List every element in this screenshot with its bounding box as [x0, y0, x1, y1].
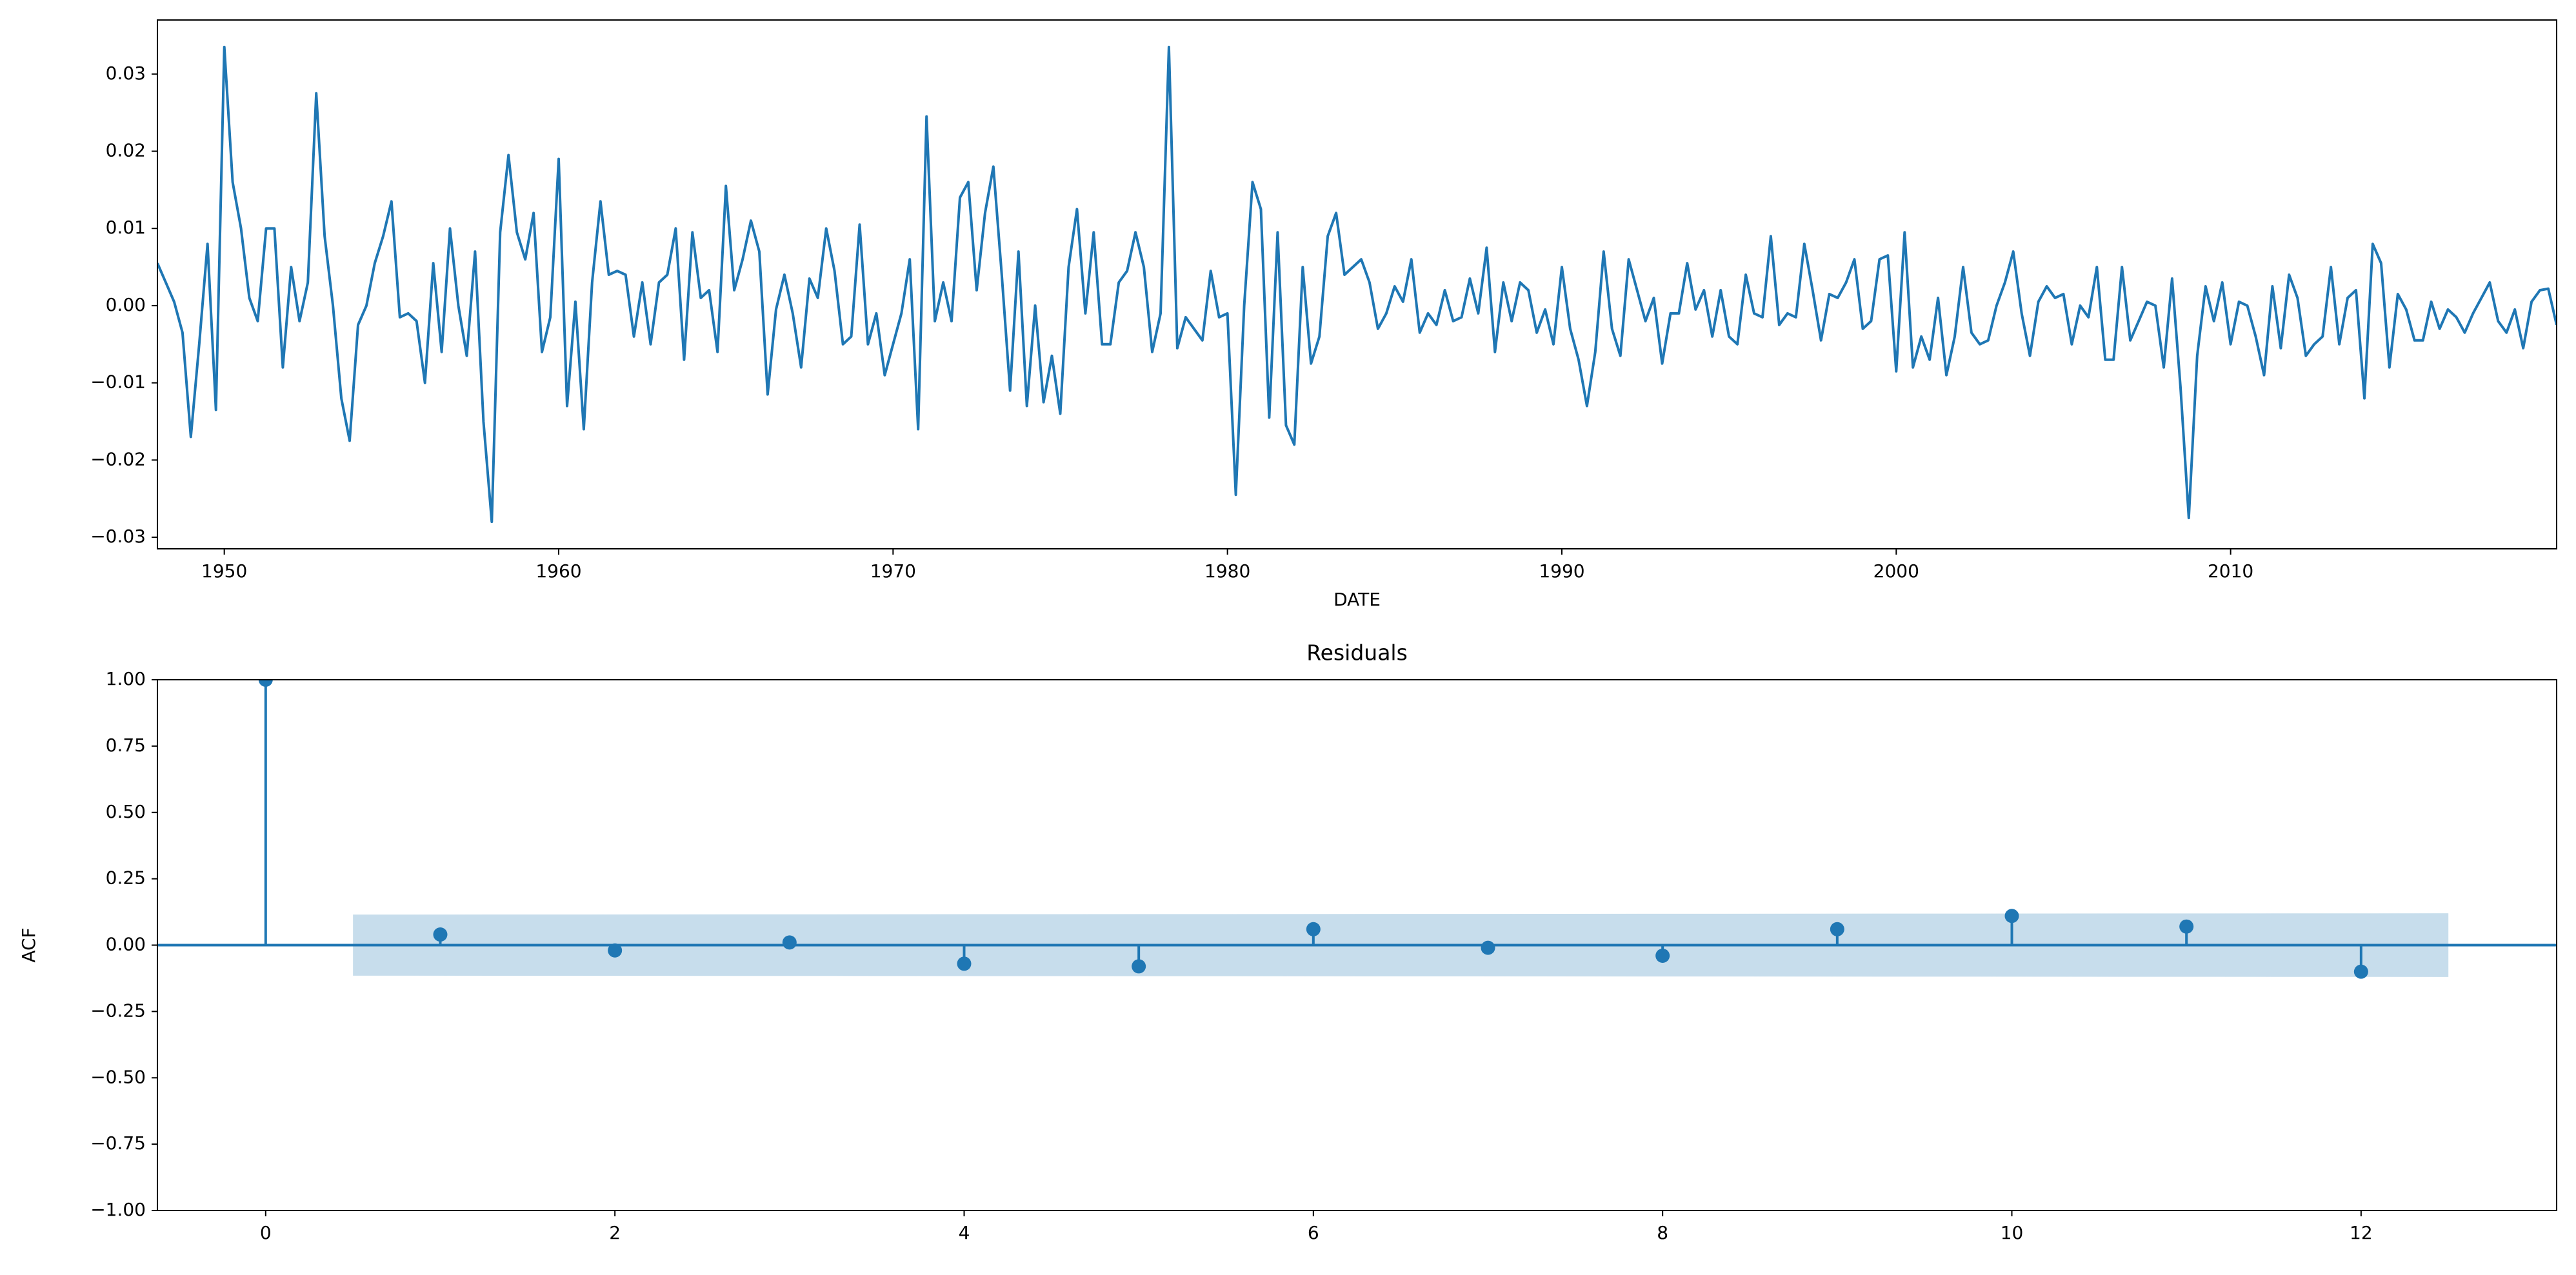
y-tick-label: −0.01	[90, 371, 146, 393]
y-tick-label: 0.50	[106, 801, 146, 822]
stem-marker	[608, 943, 623, 958]
x-tick-label: 12	[2350, 1222, 2373, 1243]
x-tick-label: 1950	[201, 560, 247, 582]
y-tick-label: 0.03	[106, 63, 146, 84]
x-tick-label: 10	[2001, 1222, 2024, 1243]
y-tick-label: 0.02	[106, 140, 146, 161]
stem-marker	[2179, 919, 2194, 934]
y-tick-label: 0.75	[106, 735, 146, 756]
stem-marker	[433, 927, 448, 942]
stem-marker	[258, 680, 273, 687]
y-tick-label: −1.00	[90, 1199, 146, 1220]
x-tick-label: 1960	[535, 560, 581, 582]
y-tick-label: 0.25	[106, 867, 146, 889]
y-tick-label: −0.03	[90, 526, 146, 547]
x-tick-label: 2010	[2208, 560, 2253, 582]
stem-marker	[1132, 959, 1146, 974]
stem-marker	[957, 956, 972, 971]
x-tick-label: 6	[1308, 1222, 1319, 1243]
y-tick-label: −0.02	[90, 448, 146, 469]
axes-frame	[157, 19, 2557, 549]
data-line	[157, 45, 2557, 524]
x-tick-label: 0	[260, 1222, 272, 1243]
x-tick-label: 1980	[1204, 560, 1250, 582]
stem-marker	[2004, 909, 2019, 924]
y-tick-label: 0.00	[106, 934, 146, 955]
y-tick-label: 0.01	[106, 217, 146, 238]
y-tick-label: −0.25	[90, 1000, 146, 1021]
x-tick-label: 8	[1657, 1222, 1668, 1243]
stem-marker	[1655, 948, 1670, 963]
y-tick-label: 1.00	[106, 668, 146, 689]
y-tick-label: 0.00	[106, 294, 146, 315]
stem-marker	[2353, 964, 2368, 979]
stem-marker	[1306, 922, 1321, 936]
y-axis-label: ACF	[18, 927, 39, 962]
stem-marker	[782, 935, 797, 950]
x-tick-label: 2000	[1873, 560, 1919, 582]
axes-frame	[157, 679, 2557, 1211]
x-tick-label: 2	[609, 1222, 621, 1243]
x-tick-label: 1990	[1539, 560, 1584, 582]
stem-marker	[1481, 940, 1495, 955]
x-tick-label: 1970	[870, 560, 916, 582]
x-axis-label: DATE	[1333, 589, 1381, 610]
chart-title: Residuals	[1306, 640, 1408, 666]
x-tick-label: 4	[959, 1222, 970, 1243]
y-tick-label: −0.75	[90, 1132, 146, 1154]
y-tick-label: −0.50	[90, 1066, 146, 1087]
stem-marker	[1830, 922, 1844, 936]
